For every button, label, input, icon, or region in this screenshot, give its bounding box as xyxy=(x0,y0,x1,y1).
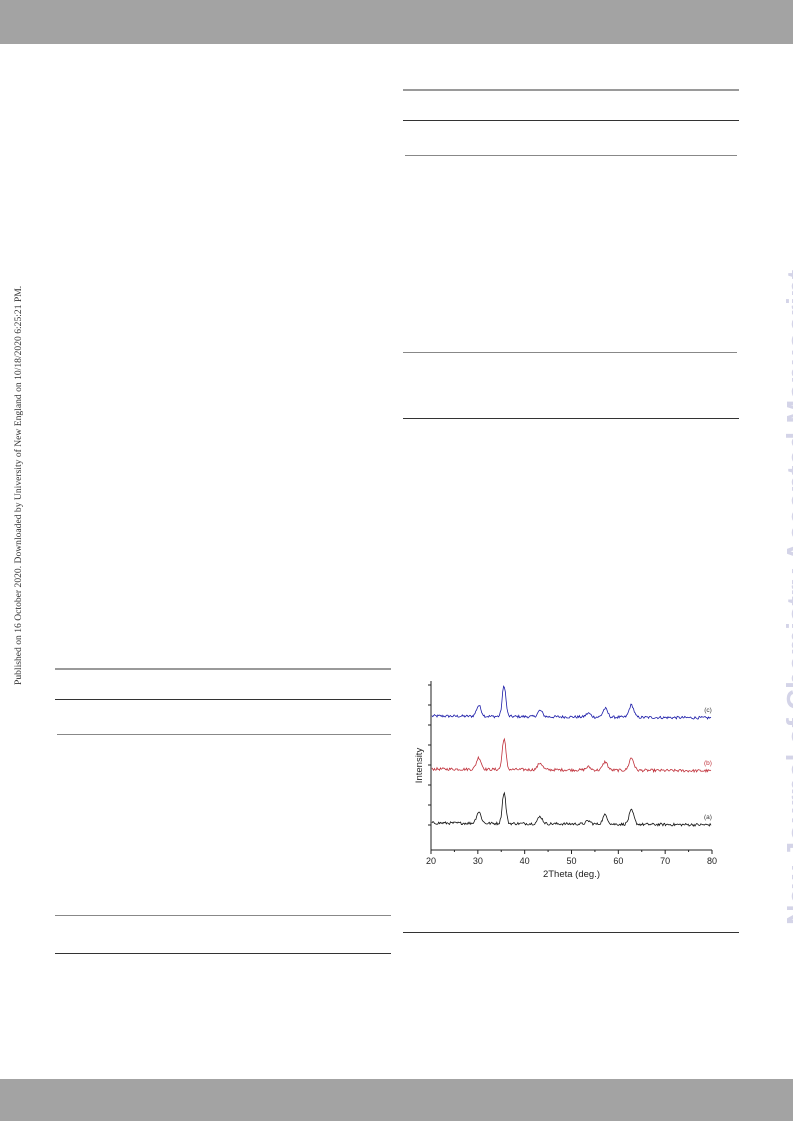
left-table-header-rule xyxy=(55,699,391,700)
x-tick-label: 20 xyxy=(426,856,436,866)
series-line-1 xyxy=(431,685,712,720)
series-line-2 xyxy=(431,737,712,774)
series-label-2: (b) xyxy=(704,760,712,767)
y-axis-label: Intensity xyxy=(414,748,425,784)
series-label-1: (c) xyxy=(704,707,712,714)
figure-bottom-rule xyxy=(403,932,739,933)
x-axis-label: 2Theta (deg.) xyxy=(543,869,600,880)
xrd-pattern-chart: 20 30 40 50 60 70 80 2Theta (deg.) Intensity (c) (… xyxy=(414,681,717,880)
chart-axes xyxy=(428,681,713,854)
left-table-bottom-rule xyxy=(55,953,391,954)
table-subheader-rule xyxy=(405,155,737,156)
series-line-3 xyxy=(431,791,712,827)
left-table-body-rule xyxy=(55,915,391,916)
header-band xyxy=(0,0,793,44)
x-tick-label: 80 xyxy=(707,856,717,866)
left-table-subheader-rule xyxy=(57,734,391,735)
accepted-manuscript-watermark: New Journal of Chemistry Accepted Manusc… xyxy=(782,269,793,925)
table-top-rule xyxy=(403,89,739,91)
x-tick-label: 50 xyxy=(566,856,576,866)
chart-series xyxy=(431,685,712,827)
footer-band xyxy=(0,1079,793,1121)
x-tick-label: 60 xyxy=(613,856,623,866)
table-body-rule xyxy=(403,352,737,353)
chart-labels: 20 30 40 50 60 70 80 2Theta (deg.) Intensity (c) (… xyxy=(414,707,717,880)
series-label-3: (a) xyxy=(704,814,712,821)
x-tick-label: 40 xyxy=(520,856,530,866)
x-tick-label: 70 xyxy=(660,856,670,866)
publication-note: Published on 16 October 2020. Downloaded… xyxy=(13,285,24,685)
left-table-top-rule xyxy=(55,668,391,670)
table-header-rule xyxy=(403,120,739,121)
x-tick-label: 30 xyxy=(473,856,483,866)
table-bottom-rule xyxy=(403,418,739,419)
